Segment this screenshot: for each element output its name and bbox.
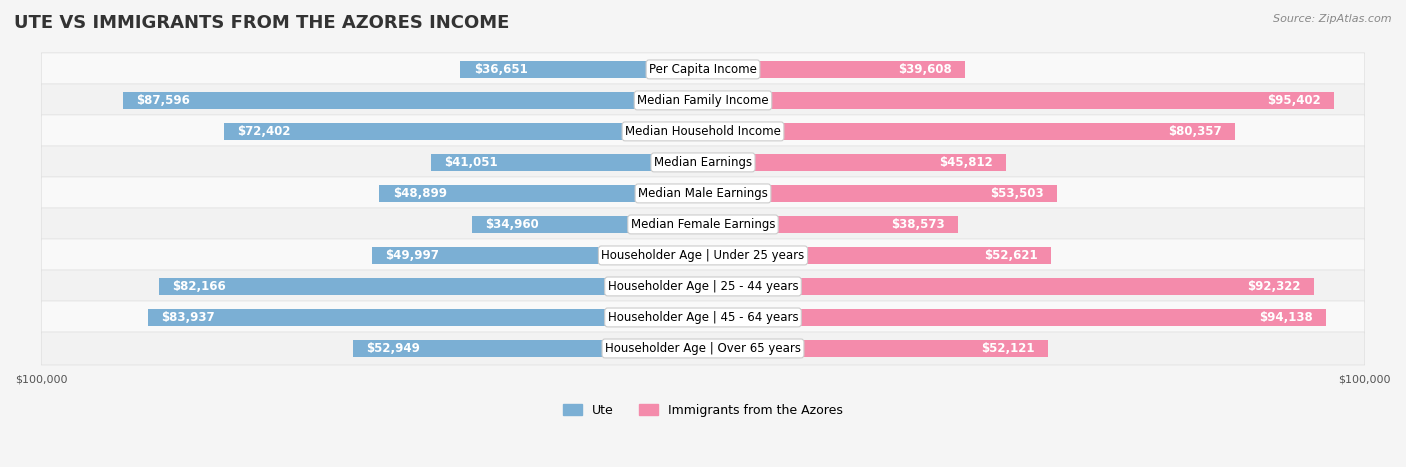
Text: $87,596: $87,596 — [136, 94, 190, 107]
Text: $52,121: $52,121 — [981, 342, 1035, 355]
Text: Householder Age | 45 - 64 years: Householder Age | 45 - 64 years — [607, 311, 799, 324]
Text: $41,051: $41,051 — [444, 156, 498, 169]
Bar — [703, 216, 959, 233]
Text: Per Capita Income: Per Capita Income — [650, 63, 756, 76]
FancyBboxPatch shape — [41, 177, 1365, 210]
Text: UTE VS IMMIGRANTS FROM THE AZORES INCOME: UTE VS IMMIGRANTS FROM THE AZORES INCOME — [14, 14, 509, 32]
Bar — [703, 247, 1052, 264]
Bar — [224, 123, 703, 140]
Text: $38,573: $38,573 — [891, 218, 945, 231]
Bar — [124, 92, 703, 109]
Text: $72,402: $72,402 — [238, 125, 291, 138]
FancyBboxPatch shape — [41, 239, 1365, 272]
Bar — [460, 61, 703, 78]
Bar — [703, 92, 1334, 109]
Text: Median Family Income: Median Family Income — [637, 94, 769, 107]
Text: $45,812: $45,812 — [939, 156, 993, 169]
Bar — [353, 340, 703, 357]
Bar — [471, 216, 703, 233]
Text: Median Earnings: Median Earnings — [654, 156, 752, 169]
Text: $34,960: $34,960 — [485, 218, 538, 231]
Text: $95,402: $95,402 — [1267, 94, 1322, 107]
FancyBboxPatch shape — [41, 301, 1365, 334]
Bar — [703, 278, 1315, 295]
Text: $36,651: $36,651 — [474, 63, 527, 76]
Bar — [703, 61, 965, 78]
Legend: Ute, Immigrants from the Azores: Ute, Immigrants from the Azores — [558, 399, 848, 422]
Bar — [373, 247, 703, 264]
FancyBboxPatch shape — [41, 115, 1365, 148]
Text: Householder Age | Under 25 years: Householder Age | Under 25 years — [602, 249, 804, 262]
Text: $53,503: $53,503 — [990, 187, 1043, 200]
FancyBboxPatch shape — [41, 270, 1365, 303]
Bar — [703, 340, 1047, 357]
Text: $39,608: $39,608 — [898, 63, 952, 76]
Text: $83,937: $83,937 — [160, 311, 214, 324]
Bar — [159, 278, 703, 295]
Text: $49,997: $49,997 — [385, 249, 439, 262]
Bar — [703, 185, 1057, 202]
Bar — [432, 154, 703, 171]
Text: Source: ZipAtlas.com: Source: ZipAtlas.com — [1274, 14, 1392, 24]
Bar — [380, 185, 703, 202]
Text: $92,322: $92,322 — [1247, 280, 1301, 293]
Text: $80,357: $80,357 — [1168, 125, 1222, 138]
FancyBboxPatch shape — [41, 84, 1365, 117]
Text: Householder Age | 25 - 44 years: Householder Age | 25 - 44 years — [607, 280, 799, 293]
Text: $48,899: $48,899 — [392, 187, 447, 200]
Text: $52,621: $52,621 — [984, 249, 1038, 262]
Text: Median Male Earnings: Median Male Earnings — [638, 187, 768, 200]
Text: Householder Age | Over 65 years: Householder Age | Over 65 years — [605, 342, 801, 355]
FancyBboxPatch shape — [41, 146, 1365, 179]
Text: Median Household Income: Median Household Income — [626, 125, 780, 138]
Bar — [703, 123, 1234, 140]
FancyBboxPatch shape — [41, 332, 1365, 365]
FancyBboxPatch shape — [41, 208, 1365, 241]
Text: $82,166: $82,166 — [173, 280, 226, 293]
FancyBboxPatch shape — [41, 53, 1365, 86]
Bar — [703, 309, 1326, 326]
Text: Median Female Earnings: Median Female Earnings — [631, 218, 775, 231]
Text: $94,138: $94,138 — [1258, 311, 1313, 324]
Bar — [148, 309, 703, 326]
Bar — [703, 154, 1007, 171]
Text: $52,949: $52,949 — [366, 342, 420, 355]
